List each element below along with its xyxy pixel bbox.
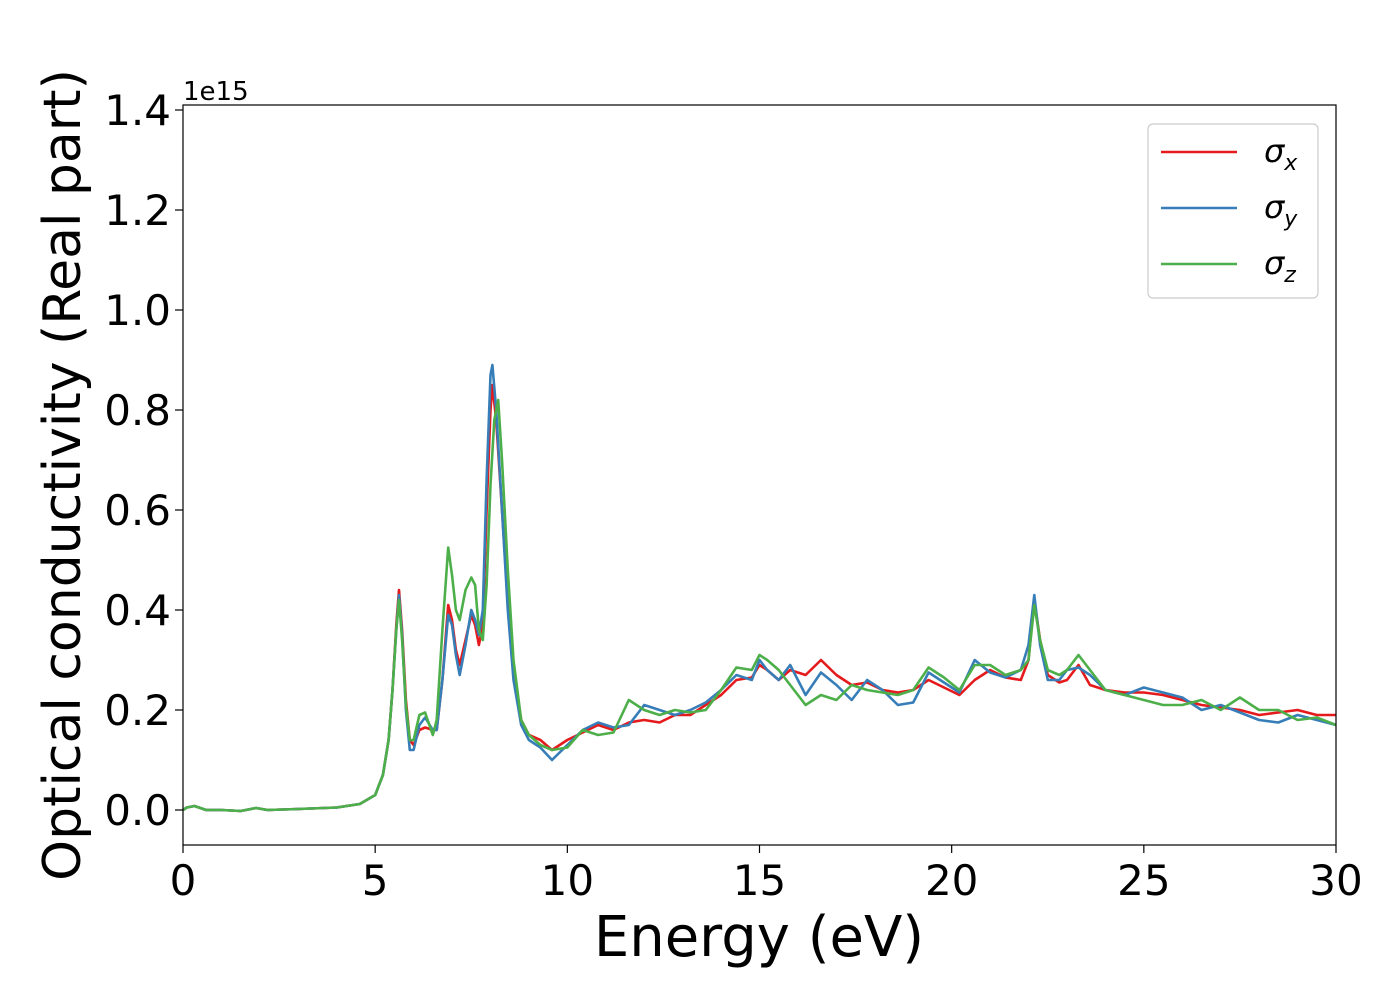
x-tick-label: 25 — [1117, 856, 1170, 905]
x-tick-label: 5 — [362, 856, 389, 905]
x-tick-label: 30 — [1309, 856, 1362, 905]
legend-label-y: σy — [1264, 188, 1298, 232]
series-layer — [182, 363, 1337, 813]
x-tick-label: 20 — [925, 856, 978, 905]
y-tick-label: 0.0 — [104, 786, 171, 835]
y-tick-label: 1.4 — [104, 86, 171, 135]
legend-label-z: σz — [1264, 244, 1296, 288]
legend-label-x: σx — [1264, 132, 1298, 176]
y-tick-label: 0.4 — [104, 586, 171, 635]
y-axis-title: Optical conductivity (Real part) — [33, 69, 93, 881]
y-axis-offset-text: 1e15 — [183, 77, 249, 107]
x-tick-label: 10 — [541, 856, 594, 905]
legend: σx σy σz — [1147, 123, 1319, 299]
x-tick-label: 0 — [170, 856, 197, 905]
y-tick-label: 1.2 — [104, 186, 171, 235]
x-axis-ticks: 0 5 10 15 20 25 30 — [170, 845, 1363, 905]
y-tick-label: 0.8 — [104, 386, 171, 435]
y-tick-label: 1.0 — [104, 286, 171, 335]
y-tick-label: 0.6 — [104, 486, 171, 535]
legend-frame — [1147, 123, 1319, 299]
x-tick-label: 15 — [733, 856, 786, 905]
series-line-z — [182, 398, 1337, 813]
x-axis-title: Energy (eV) — [594, 905, 924, 970]
y-tick-label: 0.2 — [104, 686, 171, 735]
y-axis-ticks: 0.0 0.2 0.4 0.6 0.8 1.0 1.2 1.4 — [104, 86, 183, 835]
